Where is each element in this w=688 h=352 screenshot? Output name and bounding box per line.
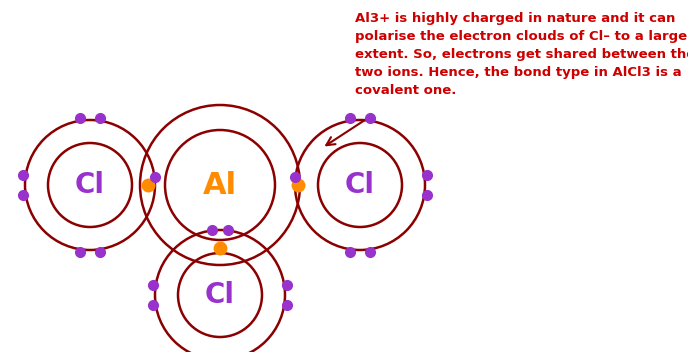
Text: Cl: Cl <box>345 171 375 199</box>
Text: Al: Al <box>203 170 237 200</box>
Text: Al3+ is highly charged in nature and it can
polarise the electron clouds of Cl– : Al3+ is highly charged in nature and it … <box>355 12 688 97</box>
Text: Cl: Cl <box>205 281 235 309</box>
Text: Cl: Cl <box>75 171 105 199</box>
